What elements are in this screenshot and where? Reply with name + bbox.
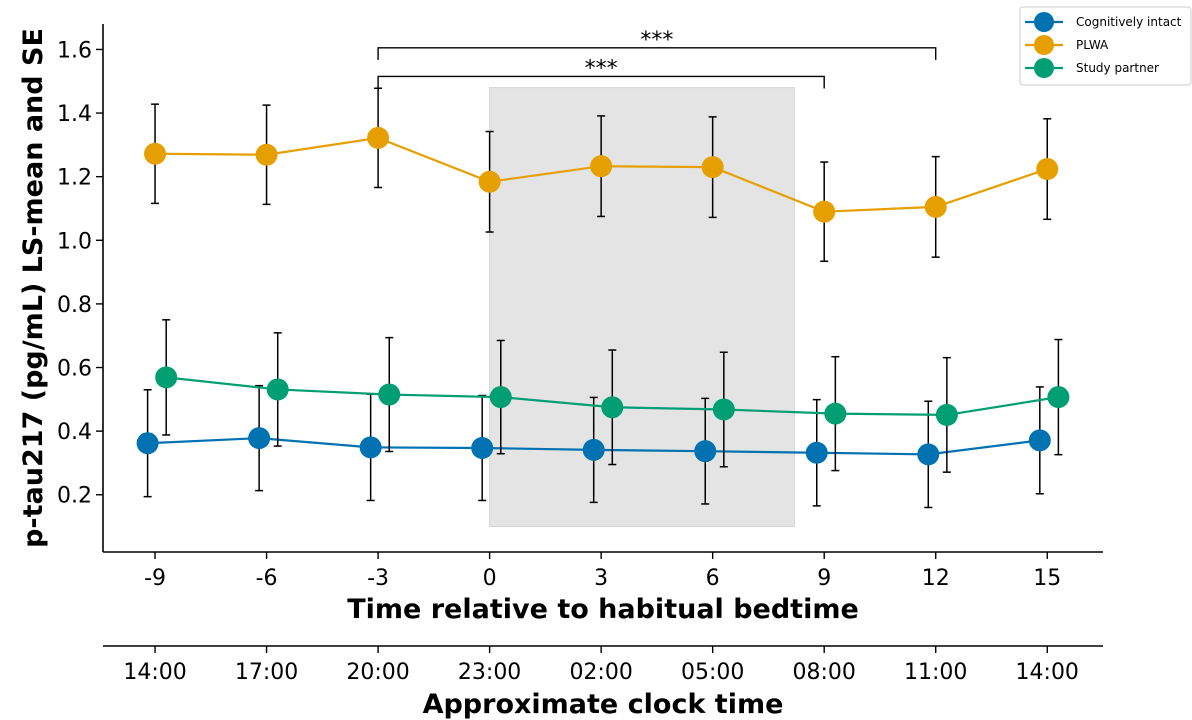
clock-tick-label: 23:00 [458, 660, 521, 685]
data-point [155, 366, 178, 389]
y-tick-label: 0.4 [57, 420, 92, 445]
data-point [1028, 429, 1051, 452]
data-point [248, 427, 271, 450]
y-tick-label: 1.6 [57, 38, 92, 63]
data-point [478, 170, 501, 193]
data-point [582, 438, 605, 461]
shaded-region [489, 87, 795, 528]
clock-tick-label: 11:00 [904, 660, 967, 685]
clock-tick-label: 14:00 [123, 660, 186, 685]
y-tick-label: 0.6 [57, 357, 92, 382]
data-point [813, 200, 836, 223]
data-point [917, 443, 940, 466]
y-tick-label: 1.2 [57, 166, 92, 191]
series-plwa [144, 87, 1059, 263]
legend-marker [1034, 12, 1054, 32]
series-layer [136, 87, 1070, 509]
x-tick-label: 0 [483, 566, 497, 591]
significance-label: *** [585, 56, 618, 81]
x-tick-label: 12 [922, 566, 950, 591]
clock-tick-label: 20:00 [346, 660, 409, 685]
significance-bracket [377, 47, 937, 60]
legend-marker [1034, 35, 1054, 55]
data-point [1047, 386, 1070, 409]
data-point [144, 142, 167, 165]
legend-label: Study partner [1076, 61, 1159, 75]
x-tick-label: 3 [594, 566, 608, 591]
significance-brackets: *** *** [377, 28, 937, 89]
y-tick-label: 1.0 [57, 229, 92, 254]
data-point [924, 195, 947, 218]
data-point [935, 403, 958, 426]
clock-tick-label: 14:00 [1016, 660, 1079, 685]
data-point [590, 155, 613, 178]
data-point [367, 126, 390, 149]
legend-label: Cognitively intact [1076, 15, 1182, 29]
clock-tick-label: 05:00 [681, 660, 744, 685]
secondary-x-axis-title: Approximate clock time [423, 689, 784, 720]
x-tick-label: 6 [706, 566, 720, 591]
clock-tick-label: 08:00 [792, 660, 855, 685]
legend: Cognitively intact PLWA Study partner [1019, 6, 1192, 86]
x-axis-title: Time relative to habitual bedtime [347, 594, 859, 625]
legend-label: PLWA [1076, 38, 1109, 52]
data-point [824, 402, 847, 425]
x-tick-label: 15 [1033, 566, 1061, 591]
data-point [601, 396, 624, 419]
clock-tick-label: 02:00 [569, 660, 632, 685]
data-point [1036, 158, 1059, 181]
series-study-partner [155, 319, 1070, 473]
x-tick-label: 9 [817, 566, 831, 591]
significance-label: *** [640, 28, 673, 53]
data-point [694, 440, 717, 463]
data-point [255, 143, 278, 166]
legend-marker [1034, 58, 1054, 78]
clock-ticks: 14:00 17:00 20:00 23:00 02:00 05:00 08:00 11:00… [123, 646, 1079, 685]
y-axis-title: p-tau217 (pg/mL) LS-mean and SE [18, 28, 49, 548]
y-tick-label: 1.4 [57, 102, 92, 127]
data-point [701, 156, 724, 179]
data-point [489, 386, 512, 409]
data-point [378, 383, 401, 406]
clock-tick-label: 17:00 [235, 660, 298, 685]
data-point [805, 441, 828, 464]
data-point [136, 432, 159, 455]
y-tick-label: 0.2 [57, 484, 92, 509]
series-cognitively-intact [136, 384, 1051, 509]
data-point [471, 436, 494, 459]
y-tick-label: 0.8 [57, 293, 92, 318]
x-tick-label: -9 [144, 566, 166, 591]
significance-bracket [377, 75, 825, 89]
y-ticks: 0.2 0.4 0.6 0.8 1.0 1.2 1.4 1.6 [57, 38, 103, 509]
x-tick-label: -6 [256, 566, 278, 591]
data-point [266, 378, 289, 401]
x-ticks: -9 -6 -3 0 3 6 9 12 15 [144, 552, 1061, 591]
data-point [712, 398, 735, 421]
legend-box [1019, 6, 1192, 86]
data-point [359, 436, 382, 459]
shaded-region-layer [489, 87, 795, 528]
x-tick-label: -3 [367, 566, 389, 591]
